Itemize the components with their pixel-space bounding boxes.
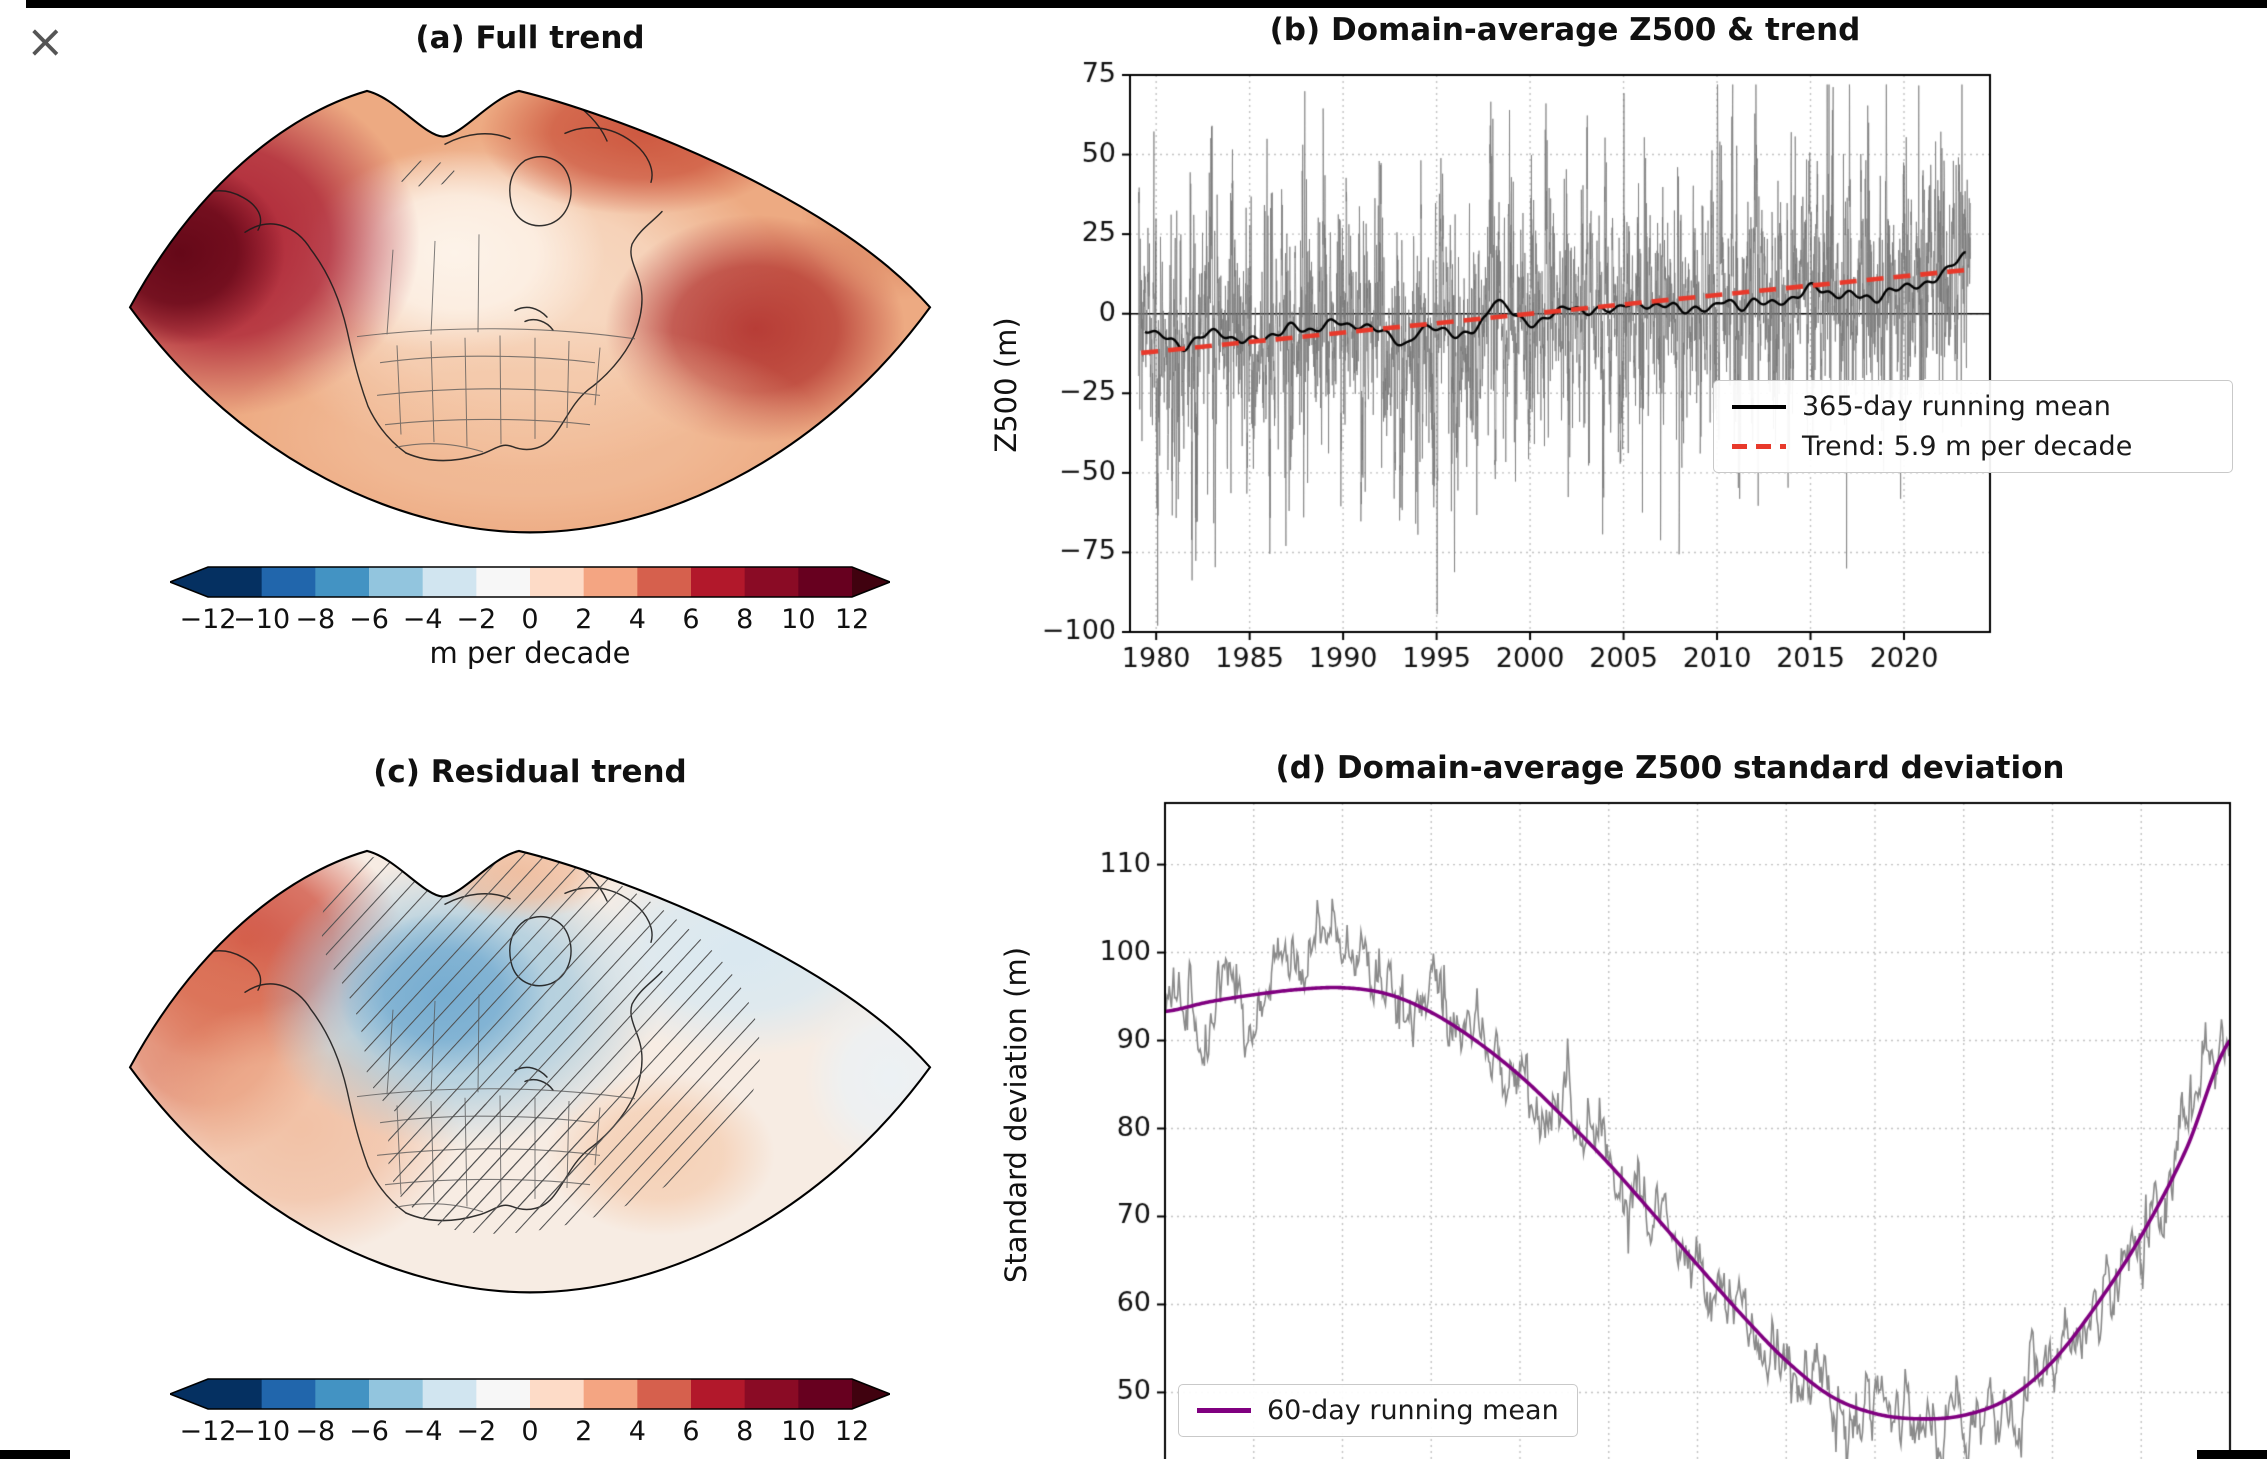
colorbar-tick: −6	[349, 604, 389, 635]
legend-label: 365-day running mean	[1802, 391, 2111, 422]
colorbar-tick: −8	[295, 604, 336, 635]
colorbar-tick: 8	[736, 604, 754, 635]
colorbar-tick: −4	[402, 604, 443, 635]
legend-line-sample	[1197, 1408, 1251, 1413]
panel-d-legend: 60-day running mean	[1178, 1384, 1578, 1437]
colorbar-tick: 6	[682, 604, 700, 635]
close-icon[interactable]: ×	[26, 14, 65, 68]
top-black-strip	[26, 0, 2267, 8]
colorbar-tick: 8	[736, 1416, 754, 1447]
panel-c-title: (c) Residual trend	[373, 754, 687, 790]
colorbar-ticks: −12 −10 −8 −6 −4 −2 0 2 4 6 8 10 12	[170, 1416, 890, 1450]
legend-entry: 365-day running mean	[1732, 391, 2214, 422]
colorbar-label: m per decade	[429, 636, 631, 670]
panel-b-legend: 365-day running mean Trend: 5.9 m per de…	[1713, 380, 2233, 473]
colorbar-tick: 4	[628, 1416, 646, 1447]
colorbar-tick: −2	[456, 1416, 497, 1447]
colorbar-tick: −10	[233, 604, 291, 635]
colorbar-ticks: −12 −10 −8 −6 −4 −2 0 2 4 6 8 10 12	[170, 604, 890, 638]
colorbar-tick: 4	[628, 604, 646, 635]
colorbar-tick: 10	[781, 604, 816, 635]
bottom-left-black-strip	[0, 1450, 70, 1459]
colorbar-tick: −2	[456, 604, 497, 635]
legend-label: Trend: 5.9 m per decade	[1802, 431, 2133, 462]
legend-entry: 60-day running mean	[1197, 1395, 1559, 1426]
colorbar-tick: 12	[834, 1416, 870, 1447]
panel-d-title: (d) Domain-average Z500 standard deviati…	[1275, 750, 2065, 786]
colorbar-tick: −4	[402, 1416, 443, 1447]
colorbar-tick: 10	[781, 1416, 816, 1447]
panel-c-colorbar: −12 −10 −8 −6 −4 −2 0 2 4 6 8 10 12	[167, 1378, 893, 1447]
colorbar-tick: −6	[349, 1416, 389, 1447]
colorbar-tick: 0	[521, 1416, 539, 1447]
colorbar-tick: −12	[179, 1416, 237, 1447]
panel-a-colorbar: −12 −10 −8 −6 −4 −2 0 2 4 6 8 10 12	[167, 566, 893, 635]
colorbar-gradient	[167, 566, 893, 598]
panel-a-map	[128, 89, 932, 534]
legend-line-sample	[1732, 404, 1786, 409]
panel-b-chart	[1040, 35, 2267, 695]
panel-b-ylabel: Z500 (m)	[989, 317, 1023, 453]
panel-d-ylabel: Standard deviation (m)	[999, 946, 1033, 1284]
panel-a-title: (a) Full trend	[415, 20, 645, 56]
panel-c-map	[128, 849, 932, 1294]
legend-line-sample	[1732, 444, 1786, 449]
colorbar-gradient	[167, 1378, 893, 1410]
colorbar-tick: −8	[295, 1416, 336, 1447]
colorbar-tick: −12	[179, 604, 237, 635]
legend-entry: Trend: 5.9 m per decade	[1732, 431, 2214, 462]
colorbar-tick: 6	[682, 1416, 700, 1447]
panel-d-chart	[1040, 795, 2267, 1459]
colorbar-tick: 12	[834, 604, 870, 635]
colorbar-tick: 0	[521, 604, 539, 635]
legend-label: 60-day running mean	[1267, 1395, 1559, 1426]
colorbar-tick: 2	[575, 1416, 593, 1447]
colorbar-tick: 2	[575, 604, 593, 635]
colorbar-tick: −10	[233, 1416, 291, 1447]
